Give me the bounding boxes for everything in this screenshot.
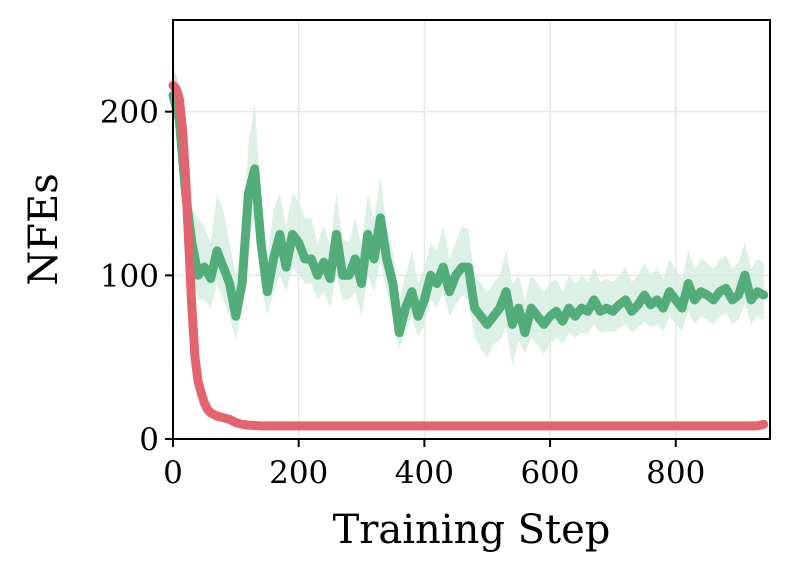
x-tick-label: 400 <box>395 455 454 491</box>
series-1-line <box>168 90 769 338</box>
x-axis-ticks: 0 200 400 600 800 <box>163 439 705 491</box>
confidence-bands <box>173 62 764 428</box>
y-tick-label: 100 <box>100 258 159 294</box>
x-tick-label: 0 <box>163 455 183 491</box>
series-1-band <box>173 62 764 366</box>
y-tick-label: 200 <box>100 95 159 131</box>
plot-frame <box>172 19 771 440</box>
x-tick-label: 800 <box>646 455 705 491</box>
x-tick-label: 200 <box>269 455 328 491</box>
y-axis-title: NFEs <box>21 173 67 285</box>
x-axis-title: Training Step <box>333 507 611 553</box>
series-lines <box>168 81 769 431</box>
y-axis-ticks: 0 100 200 <box>100 95 173 458</box>
x-tick-label: 600 <box>520 455 579 491</box>
y-tick-label: 0 <box>139 422 159 458</box>
series-2-line <box>168 81 769 431</box>
